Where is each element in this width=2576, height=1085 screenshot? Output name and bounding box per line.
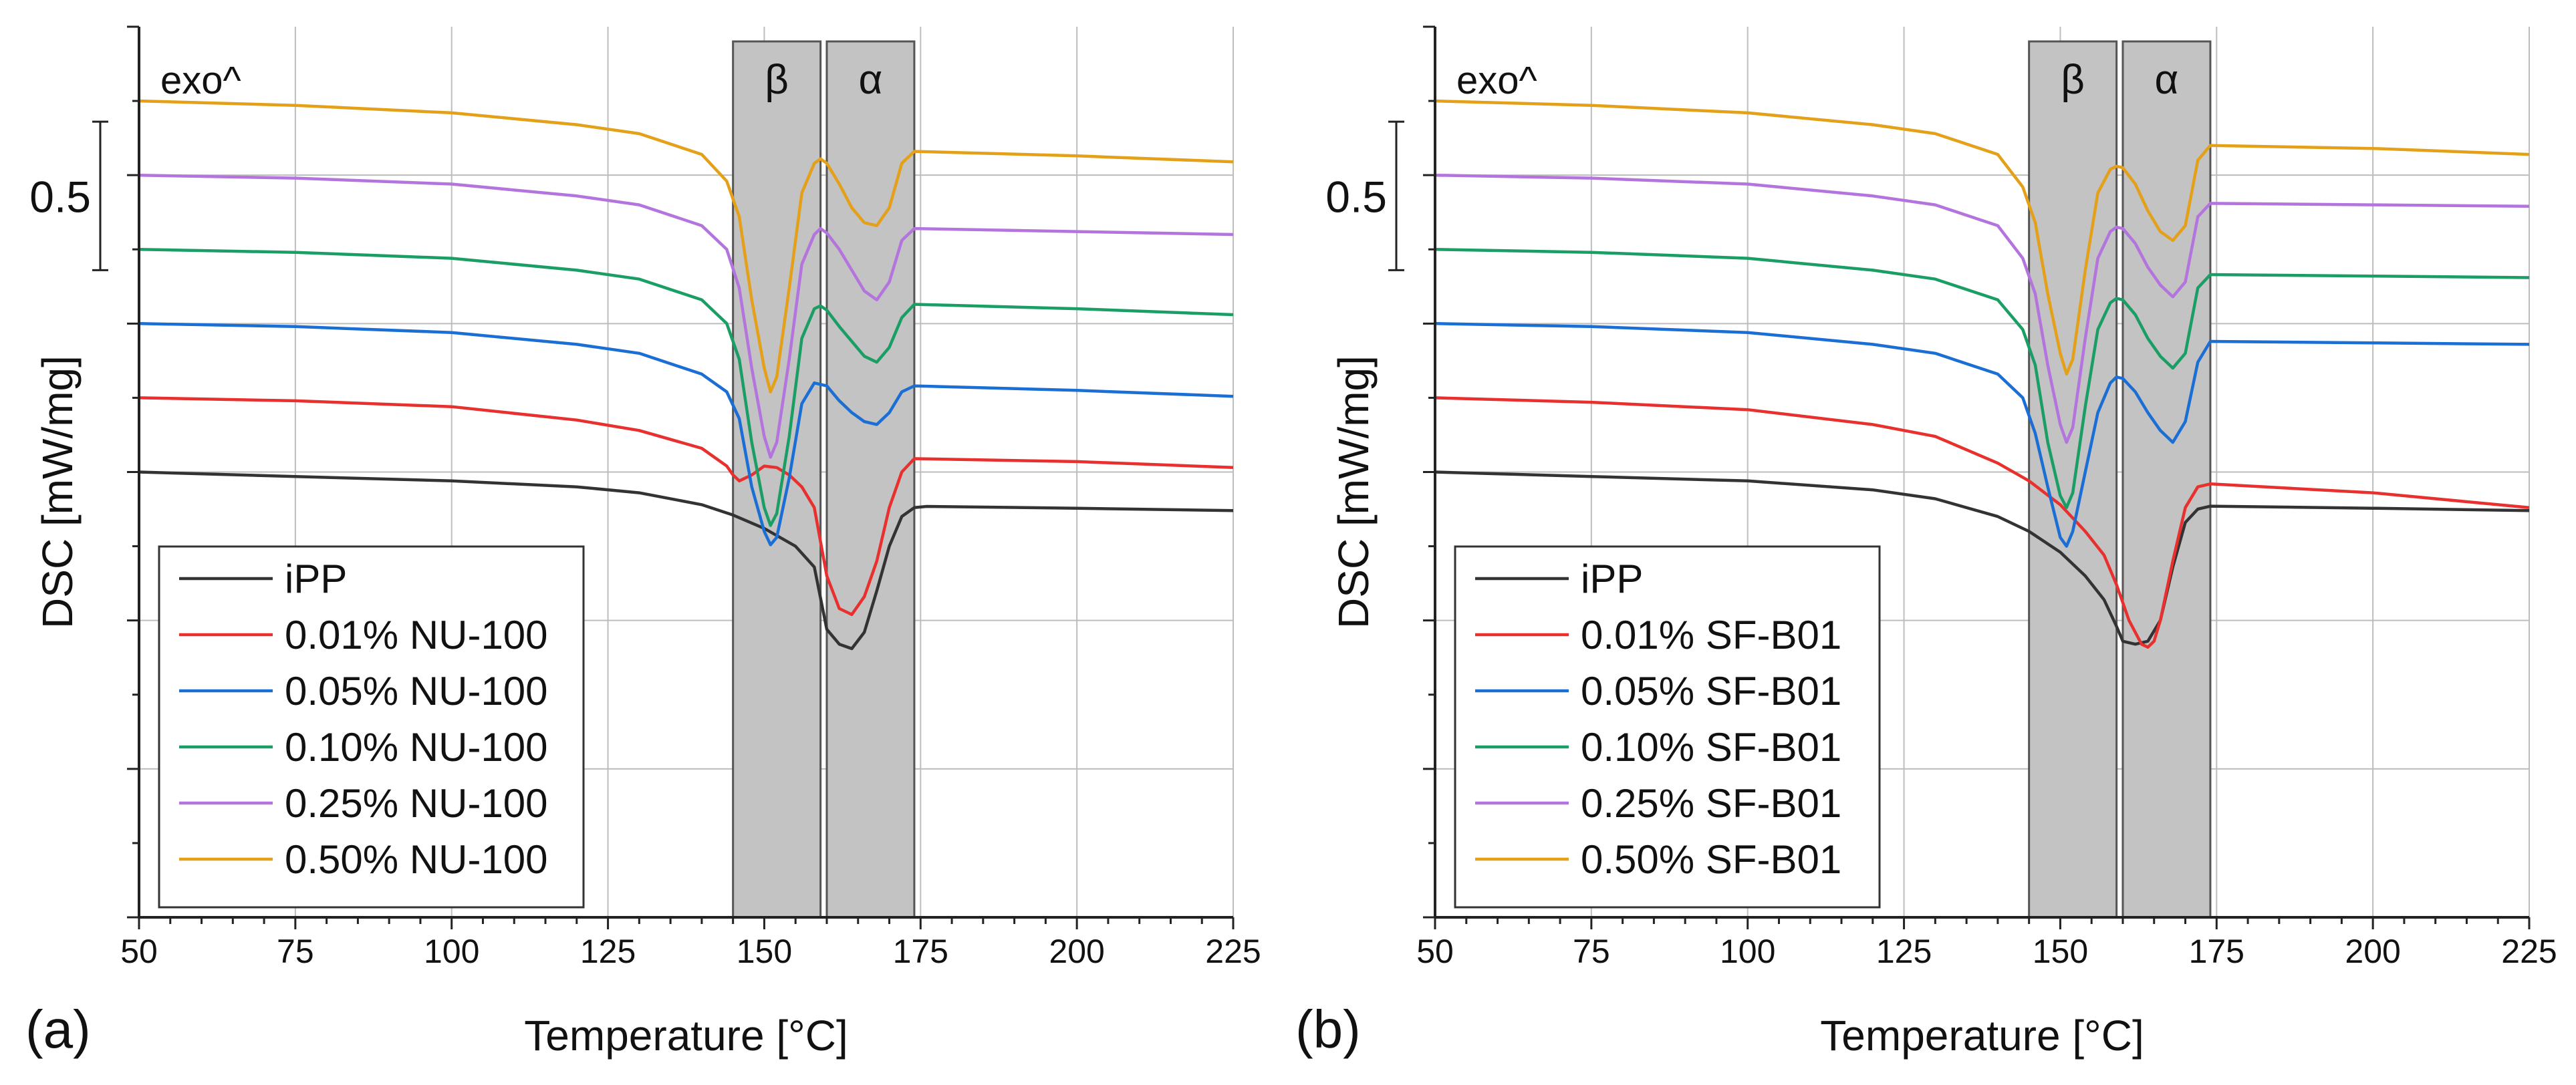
series-line: [1434, 470, 2530, 646]
series-line: [1434, 396, 2530, 649]
legend-entry: 0.50% NU-100: [285, 837, 548, 882]
legend-entry: 0.50% SF-B01: [1581, 837, 1841, 882]
shaded-region: [2121, 40, 2212, 919]
x-tick-label: 125: [1876, 933, 1932, 970]
x-axis-title: Temperature [°C]: [524, 1012, 848, 1060]
series-line: [1434, 248, 2530, 510]
legend-box: [158, 545, 585, 909]
x-tick-label: 200: [2345, 933, 2400, 970]
x-tick-label: 125: [580, 933, 636, 970]
x-tick-label: 150: [2033, 933, 2088, 970]
x-tick-label: 225: [1205, 933, 1261, 970]
x-tick-label: 50: [1416, 933, 1454, 970]
region-label: α: [2155, 57, 2179, 103]
legend-entry: 0.25% SF-B01: [1581, 781, 1841, 826]
legend-entry: iPP: [1581, 557, 1643, 601]
region-label: α: [859, 57, 883, 103]
x-tick-label: 50: [120, 933, 158, 970]
region-label: β: [765, 57, 789, 103]
x-tick-label: 200: [1049, 933, 1104, 970]
series-line: [1434, 99, 2530, 376]
legend-entry: 0.01% SF-B01: [1581, 613, 1841, 657]
legend: iPP 0.01% NU-100 0.05% NU-100 0.10% NU-100 0…: [158, 545, 585, 909]
x-tick-label: 150: [737, 933, 792, 970]
shaded-region: [2028, 40, 2118, 919]
legend-entry: 0.10% NU-100: [285, 725, 548, 770]
y-axis-title: DSC [mW/mg]: [33, 355, 82, 629]
panel-label: (a): [25, 999, 91, 1059]
series-line: [138, 248, 1234, 527]
series-line: [138, 173, 1234, 459]
x-tick-label: 225: [2501, 933, 2557, 970]
legend-entry: 0.25% NU-100: [285, 781, 548, 826]
region-label: β: [2061, 57, 2085, 103]
legend: iPP 0.01% SF-B01 0.05% SF-B01 0.10% SF-B01 0…: [1454, 545, 1881, 909]
legend-entry: iPP: [285, 557, 347, 601]
shaded-region: [732, 40, 822, 919]
panel-label: (b): [1295, 999, 1361, 1059]
series-line: [1434, 173, 2530, 444]
scale-bar-label: 0.5: [29, 172, 91, 221]
x-tick-label: 100: [424, 933, 479, 970]
x-tick-label: 175: [893, 933, 948, 970]
exo-label: exo^: [1456, 59, 1537, 102]
legend-entry: 0.05% SF-B01: [1581, 669, 1841, 714]
series-line: [138, 470, 1234, 651]
legend-entry: 0.10% SF-B01: [1581, 725, 1841, 770]
x-tick-label: 75: [277, 933, 314, 970]
series-line: [138, 322, 1234, 547]
x-tick-label: 175: [2189, 933, 2244, 970]
legend-entry: 0.05% NU-100: [285, 669, 548, 714]
shaded-region: [825, 40, 916, 919]
exo-label: exo^: [160, 59, 241, 102]
x-tick-label: 75: [1573, 933, 1610, 970]
panel-a: β α 50 75 100 125 150 175 200 225 0.5 exo^ Temperatu…: [25, 25, 1261, 1060]
series-line: [1434, 322, 2530, 548]
x-axis-title: Temperature [°C]: [1820, 1012, 2144, 1060]
legend-box: [1454, 545, 1881, 909]
panel-b: β α 50 75 100 125 150 175 200 225 0.5 exo^ Temperatu…: [1295, 25, 2557, 1060]
scale-bar-label: 0.5: [1325, 172, 1387, 221]
x-tick-label: 100: [1720, 933, 1775, 970]
series-line: [138, 99, 1234, 394]
y-axis-title: DSC [mW/mg]: [1329, 355, 1378, 629]
legend-entry: 0.01% NU-100: [285, 613, 548, 657]
